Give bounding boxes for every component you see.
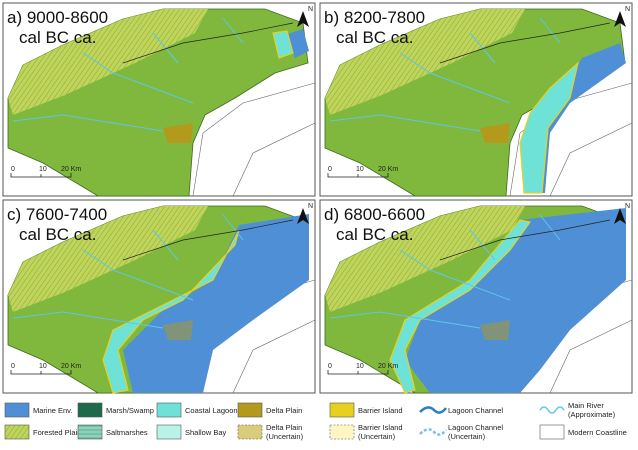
marine — [123, 214, 309, 393]
legend-swatch — [4, 402, 30, 418]
scale-label: 10 — [356, 363, 364, 370]
legend-swatch — [156, 424, 182, 440]
delta-plain — [480, 320, 510, 340]
legend-swatch — [419, 428, 447, 436]
scale-label: 0 — [11, 166, 15, 173]
legend-line: Delta Plain — [266, 423, 302, 432]
legend-swatch — [156, 402, 182, 418]
scale-label: 20 Km — [61, 166, 81, 173]
north-label: N — [308, 6, 313, 13]
scale-label: 0 — [328, 363, 332, 370]
boundary — [122, 219, 294, 261]
scale-bar — [10, 173, 72, 178]
legend-label: Marine Env. — [33, 406, 72, 415]
panel-label: b) 8200-7800 — [324, 8, 425, 27]
river — [329, 214, 561, 329]
scale-label: 10 — [39, 363, 47, 370]
legend-label: Shallow Bay — [185, 428, 227, 437]
legend-swatch — [4, 424, 30, 440]
legend-label: Lagoon Channel (Uncertain) — [448, 423, 503, 441]
north-arrow — [614, 208, 626, 224]
marine — [285, 29, 309, 58]
lagoon — [389, 219, 532, 394]
legend-label: Barrier Island — [358, 406, 403, 415]
scale-bar — [10, 370, 72, 375]
scale-label: 20 Km — [61, 363, 81, 370]
north-label: N — [308, 203, 313, 210]
north-label: N — [625, 203, 630, 210]
legend-label: Delta Plain (Uncertain) — [266, 423, 304, 441]
scale-bar — [327, 173, 389, 178]
boundary — [439, 22, 611, 64]
scale-label: 0 — [328, 166, 332, 173]
north-arrow — [297, 11, 309, 27]
legend-line: (Uncertain) — [448, 432, 486, 441]
panel-label: a) 9000-8600 — [7, 8, 108, 27]
delta-plain — [480, 123, 510, 143]
modern-coastline — [192, 82, 316, 197]
river — [329, 17, 561, 132]
river — [12, 17, 244, 132]
scale-label: 0 — [11, 363, 15, 370]
legend-label: Coastal Lagoon — [185, 406, 238, 415]
forested-plain — [325, 206, 525, 312]
legend-swatch — [77, 402, 103, 418]
legend-label: Modern Coastline — [568, 428, 627, 437]
legend-label: Delta Plain — [266, 406, 302, 415]
marine — [405, 208, 626, 393]
legend-swatch — [237, 424, 263, 440]
panel-label: d) 6800-6600 — [324, 205, 425, 224]
legend-swatch — [329, 424, 355, 440]
delta-plain — [163, 123, 193, 143]
legend-label: Barrier Island (Uncertain) — [358, 423, 403, 441]
legend-label: Forested Plain — [33, 428, 81, 437]
north-label: N — [625, 6, 630, 13]
north-arrow — [614, 11, 626, 27]
lagoon — [272, 30, 294, 59]
legend-swatch — [237, 402, 263, 418]
legend-label: Main River (Approximate) — [568, 401, 616, 419]
legend-label: Marsh/Swamp — [106, 406, 154, 415]
panel-sublabel: cal BC ca. — [19, 225, 96, 244]
legend-line: Lagoon Channel — [448, 423, 503, 432]
panel-sublabel: cal BC ca. — [336, 225, 413, 244]
forested-plain — [8, 9, 208, 115]
boundary — [122, 22, 294, 64]
legend-line: Main River — [568, 401, 604, 410]
lagoon — [519, 61, 580, 194]
boundary — [439, 219, 611, 261]
legend-swatch — [329, 402, 355, 418]
forested-plain — [8, 206, 208, 312]
panel-sublabel: cal BC ca. — [336, 28, 413, 47]
legend-line: (Uncertain) — [266, 432, 304, 441]
legend-swatch — [539, 406, 565, 414]
legend-swatch — [419, 406, 447, 414]
legend-label: Lagoon Channel — [448, 406, 503, 415]
scale-label: 10 — [39, 166, 47, 173]
scale-label: 20 Km — [378, 363, 398, 370]
legend-swatch — [539, 424, 565, 440]
legend-line: (Uncertain) — [358, 432, 396, 441]
delta-plain — [163, 320, 193, 340]
legend-label: Saltmarshes — [106, 428, 148, 437]
scale-label: 20 Km — [378, 166, 398, 173]
forested-plain — [325, 9, 525, 115]
lagoon — [102, 229, 240, 394]
scale-label: 10 — [356, 166, 364, 173]
river — [12, 214, 244, 329]
legend-line: (Approximate) — [568, 410, 616, 419]
legend-swatch — [77, 424, 103, 440]
panel-sublabel: cal BC ca. — [19, 28, 96, 47]
scale-bar — [327, 370, 389, 375]
legend-line: Barrier Island — [358, 423, 403, 432]
panel-label: c) 7600-7400 — [7, 205, 107, 224]
north-arrow — [297, 208, 309, 224]
